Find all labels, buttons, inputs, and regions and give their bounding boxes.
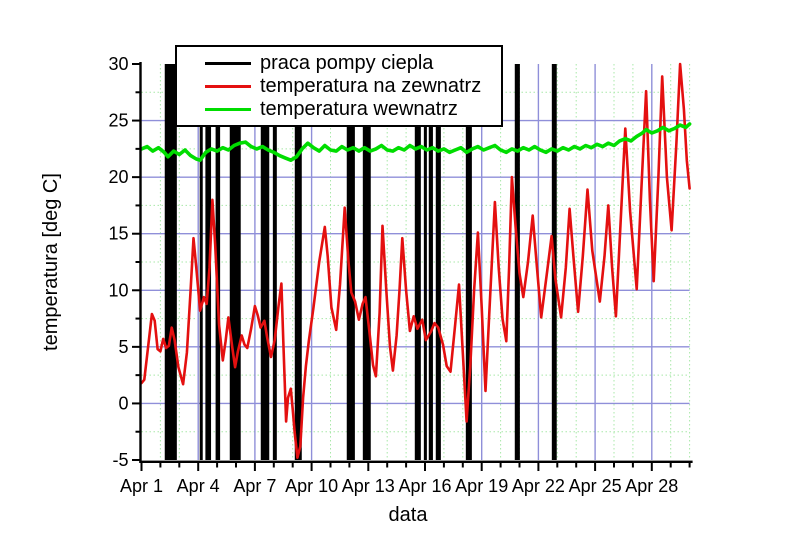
y-tick-label: 30 (108, 54, 128, 74)
legend-item-inside-temp: temperatura wewnatrz (177, 98, 501, 121)
pump-on-bar (414, 64, 421, 460)
pump-on-bar (435, 64, 441, 460)
y-axis-title: temperatura [deg C] (40, 173, 62, 351)
x-tick-label: Apr 22 (512, 476, 565, 496)
pump-on-bar (229, 64, 241, 460)
axes-spines-ticks (132, 62, 693, 471)
x-tick-label: Apr 1 (120, 476, 163, 496)
y-tick-label: 20 (108, 167, 128, 187)
legend-item-pump: praca pompy ciepla (177, 52, 501, 75)
y-tick-label: 15 (108, 224, 128, 244)
inside-temp-line-swatch (205, 107, 251, 111)
legend-label: temperatura na zewnatrz (260, 74, 482, 97)
pump-on-bar (164, 64, 177, 460)
x-tick-label: Apr 7 (233, 476, 276, 496)
series-outside (140, 62, 691, 460)
pump-on-bar (423, 64, 427, 460)
x-tick-label: Apr 19 (455, 476, 508, 496)
pump-on-bar (428, 64, 433, 460)
legend-label: temperatura wewnatrz (260, 97, 458, 120)
x-tick-label: Apr 13 (342, 476, 395, 496)
minor-gridlines (141, 64, 691, 460)
pump-on-bar (199, 64, 203, 460)
pump-on-bar (465, 64, 472, 460)
legend-label: praca pompy ciepla (260, 51, 434, 74)
x-tick-label: Apr 10 (285, 476, 338, 496)
legend-item-outside-temp: temperatura na zewnatrz (177, 75, 501, 98)
series-inside (139, 122, 692, 162)
pump-on-bar (346, 64, 355, 460)
x-tick-label: Apr 25 (569, 476, 622, 496)
x-tick-label: Apr 4 (177, 476, 220, 496)
y-tick-label: -5 (112, 450, 128, 470)
x-tick-label: Apr 28 (625, 476, 678, 496)
pump-on-bar (215, 64, 221, 460)
temperature-series (139, 62, 692, 460)
x-axis-spine (139, 460, 693, 463)
y-tick-label: 0 (118, 393, 128, 413)
y-tick-label: 5 (118, 337, 128, 357)
pump-on-bar (205, 64, 212, 460)
pump-on-bar (272, 64, 277, 460)
pump-on-bar (362, 64, 371, 460)
x-tick-label: Apr 16 (398, 476, 451, 496)
y-tick-label: 10 (108, 280, 128, 300)
pump-on-bar (260, 64, 270, 460)
pump-on-bar (294, 64, 302, 460)
y-tick-label: 25 (108, 111, 128, 131)
legend-box: praca pompy ciepla temperatura na zewnat… (175, 45, 503, 127)
outside-temp-line-swatch (205, 84, 251, 88)
pump-line-swatch (205, 61, 251, 65)
x-axis-title: data (389, 504, 429, 526)
